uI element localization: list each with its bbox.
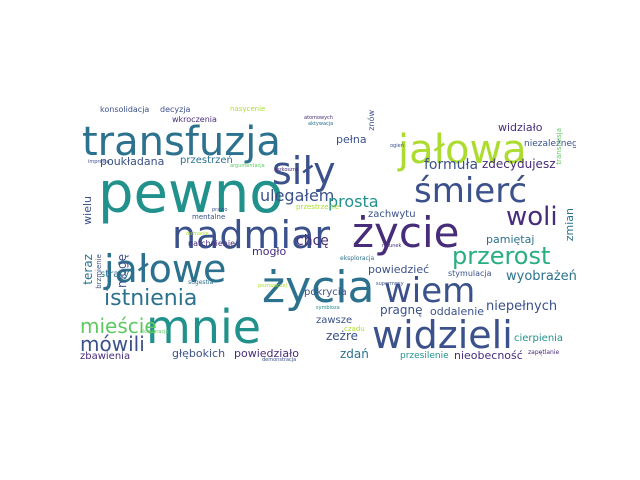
word-eksploracja-2: eksploracja <box>140 329 169 335</box>
word-konsolidacja: konsolidacja <box>100 105 150 114</box>
word-pamietaj: pamiętaj <box>486 233 535 246</box>
word-woli: woli <box>506 202 558 232</box>
word-transmisja: transmisja <box>555 128 563 165</box>
word-zachwytu: zachwytu <box>368 209 416 220</box>
word-mnie: mnie <box>146 300 262 354</box>
word-zycie: życie <box>352 208 460 257</box>
word-ratunek: ratunek <box>382 243 402 249</box>
word-jalowa: jałowa <box>398 127 527 173</box>
word-wyobrazen: wyobrażeń <box>506 269 576 284</box>
word-moglo: mogło <box>252 245 287 258</box>
word-poukladana: poukładana <box>100 155 165 168</box>
word-mentalne: mentalne <box>192 213 226 221</box>
word-oddalenie: oddalenie <box>430 305 485 318</box>
word-znow: znów <box>367 110 376 131</box>
word-zezre: zeżre <box>326 329 359 343</box>
word-symbioza: symbioza <box>316 305 340 311</box>
word-miescie: mieście <box>80 314 157 338</box>
word-istnienia: istnienia <box>104 286 198 311</box>
word-pokrycia: pokrycia <box>304 287 347 298</box>
word-straty: straty <box>100 269 130 280</box>
word-natchnienie: natchnienie <box>188 239 236 248</box>
word-supermocy: supermocy <box>376 281 404 287</box>
word-rozkoszne: rozkoszne <box>274 167 299 173</box>
word-widzieli: widzieli <box>372 313 513 357</box>
word-doznanie: doznanie <box>186 231 209 237</box>
word-teraz: teraz <box>81 254 95 285</box>
word-zawsze: zawsze <box>316 315 353 326</box>
word-wielu: wielu <box>81 196 94 225</box>
word-demonstracja: demonstracja <box>262 357 297 363</box>
word-pelna: pełna <box>336 133 367 146</box>
word-wkroczenia: wkroczenia <box>172 115 217 124</box>
word-atomowych: atomowych <box>304 115 333 121</box>
word-powiedzialo: powiedziało <box>234 347 299 360</box>
word-wiem: wiem <box>384 271 476 311</box>
word-zapetlanie: zapętlanie <box>528 349 560 356</box>
word-cloud: pewno mnie życie życia transfuzja nadmia… <box>78 104 576 374</box>
word-zmian: zmian <box>563 208 576 242</box>
word-prosta: prosta <box>328 192 379 211</box>
word-niezaleznego: niezależnego <box>524 139 576 149</box>
word-zycia: życia <box>262 262 375 313</box>
word-widzialo: widziało <box>498 121 543 134</box>
word-ulegalem: ulegałem <box>260 186 335 205</box>
word-przesilenie: przesilenie <box>400 351 449 361</box>
word-pragne: pragnę <box>380 303 423 317</box>
word-aktywacja: aktywacja <box>308 121 334 127</box>
word-jalowe: jałowe <box>104 247 227 291</box>
word-transfuzja: transfuzja <box>82 119 281 165</box>
word-brzmienie: brzmienie <box>95 254 103 289</box>
word-zdan: zdań <box>340 347 369 361</box>
word-niepelnych: niepełnych <box>486 299 558 314</box>
word-przestrzenie: przestrzenie <box>296 203 340 211</box>
word-zdecydujesz: zdecydujesz <box>482 157 556 171</box>
word-powiedziec: powiedzieć <box>368 263 430 276</box>
word-formula: formuła <box>424 157 479 173</box>
word-czadu: czadu <box>344 325 365 333</box>
word-eksploracja: eksploracja <box>340 255 375 262</box>
word-impresja: impresja <box>88 159 110 165</box>
word-glebokich: głębokich <box>172 347 226 360</box>
word-prawo: prawo <box>212 207 228 213</box>
word-argumentacja: argumentacja <box>230 163 265 169</box>
word-nieobecnosc: nieobecność <box>454 349 523 362</box>
word-ogien: ogień <box>390 143 404 149</box>
word-cierpienia: cierpienia <box>514 333 564 344</box>
word-decyzja: decyzja <box>160 105 191 114</box>
word-zbawienia: zbawienia <box>80 351 131 362</box>
word-nadmiar: nadmiar <box>172 213 330 257</box>
word-sugestia: sugestia <box>188 279 214 286</box>
word-stymulacja: stymulacja <box>448 269 492 278</box>
word-poznawczej: poznawczej <box>258 283 288 289</box>
word-pewno: pewno <box>98 161 284 226</box>
word-mowili: mówili <box>80 332 145 356</box>
word-nasycenie: nasycenie <box>230 105 266 113</box>
word-sily: siły <box>272 149 336 193</box>
word-chce: chcę <box>296 233 329 249</box>
word-przerost: przerost <box>452 242 551 270</box>
word-przestrzen: przestrzeń <box>180 155 233 166</box>
word-smierc: śmierć <box>414 171 528 211</box>
